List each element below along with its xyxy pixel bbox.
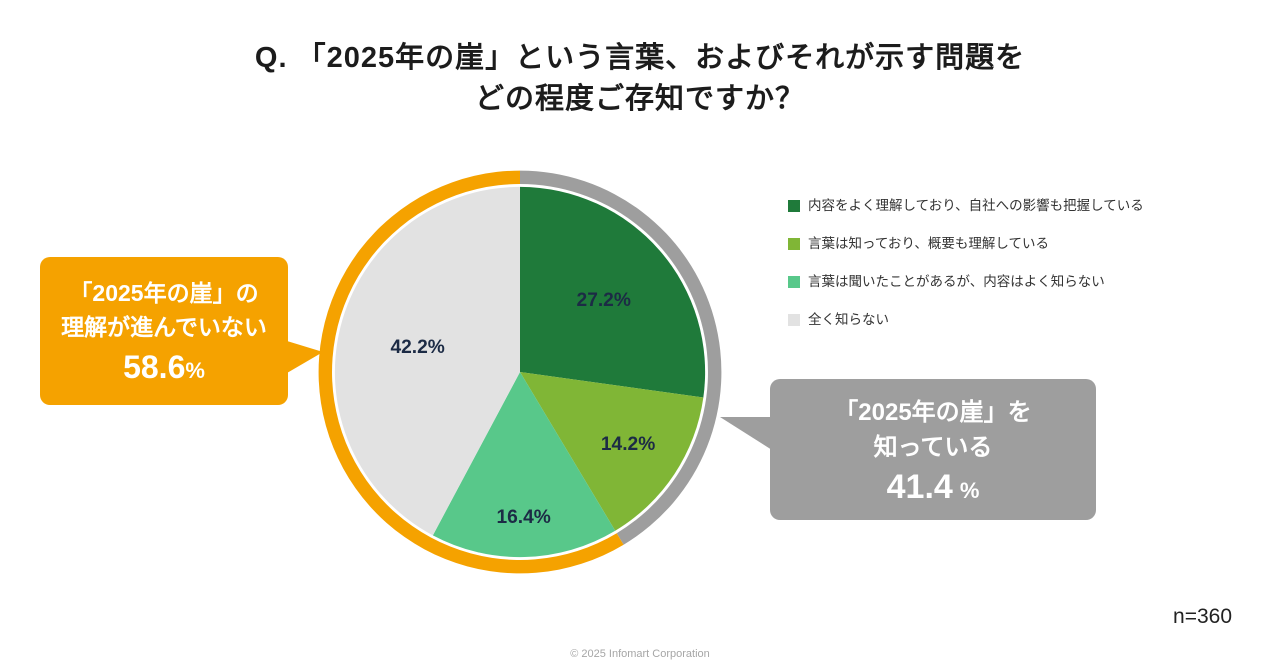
callout-right-line2: 知っている [873, 434, 993, 461]
sample-size: n=360 [1173, 605, 1232, 628]
legend: 内容をよく理解しており、自社への影響も把握している 言葉は知っており、概要も理解し… [788, 198, 1248, 350]
legend-item: 全く知らない [788, 312, 1248, 328]
legend-swatch-icon [788, 314, 800, 326]
callout-left-line2: 理解が進んでいない [61, 314, 267, 340]
callout-right-unit: % [959, 478, 980, 503]
callout-right-number: 41.4 [886, 468, 953, 506]
pie-slice [432, 372, 616, 558]
legend-label: 全く知らない [808, 312, 889, 327]
pie-slice [334, 186, 520, 536]
pie-slice [520, 186, 706, 398]
legend-swatch-icon [788, 200, 800, 212]
legend-label: 内容をよく理解しており、自社への影響も把握している [808, 198, 1144, 213]
slice-value-label: 16.4% [496, 507, 550, 528]
callout-left-line1: 「2025年の崖」の [69, 280, 259, 306]
callout-right-pointer [720, 417, 772, 450]
callout-aware: 「2025年の崖」を 知っている 41.4% [720, 379, 1096, 520]
callout-left-value: 58.6% [40, 346, 288, 392]
callout-right-line1: 「2025年の崖」を [834, 399, 1032, 426]
pie-slice [520, 372, 704, 531]
legend-item: 内容をよく理解しており、自社への影響も把握している [788, 198, 1248, 214]
legend-label: 言葉は聞いたことがあるが、内容はよく知らない [808, 274, 1105, 289]
question-title-line1: Q. 「2025年の崖」という言葉、およびそれが示す問題を [254, 42, 1026, 74]
pie-chart-svg: 27.2% 14.2% 16.4% 42.2% [318, 170, 722, 574]
callout-right-value: 41.4% [770, 466, 1096, 512]
legend-swatch-icon [788, 238, 800, 250]
question-title: Q. 「2025年の崖」という言葉、およびそれが示す問題を どの程度ご存知ですか… [0, 38, 1280, 120]
slice-value-label: 14.2% [601, 434, 655, 455]
pie-chart: 27.2% 14.2% 16.4% 42.2% [309, 161, 731, 583]
legend-label: 言葉は知っており、概要も理解している [808, 236, 1049, 251]
slice-value-label: 42.2% [390, 337, 444, 358]
copyright: © 2025 Infomart Corporation [570, 648, 710, 660]
slice-value-label: 27.2% [577, 290, 631, 311]
callout-left-unit: % [185, 358, 205, 383]
legend-item: 言葉は知っており、概要も理解している [788, 236, 1248, 252]
legend-swatch-icon [788, 276, 800, 288]
callout-not-understood: 「2025年の崖」の 理解が進んでいない 58.6% [40, 257, 323, 405]
legend-item: 言葉は聞いたことがあるが、内容はよく知らない [788, 274, 1248, 290]
callout-left-number: 58.6 [123, 349, 186, 385]
callout-left-pointer [287, 341, 323, 373]
question-title-line2: どの程度ご存知ですか？ [474, 83, 805, 115]
